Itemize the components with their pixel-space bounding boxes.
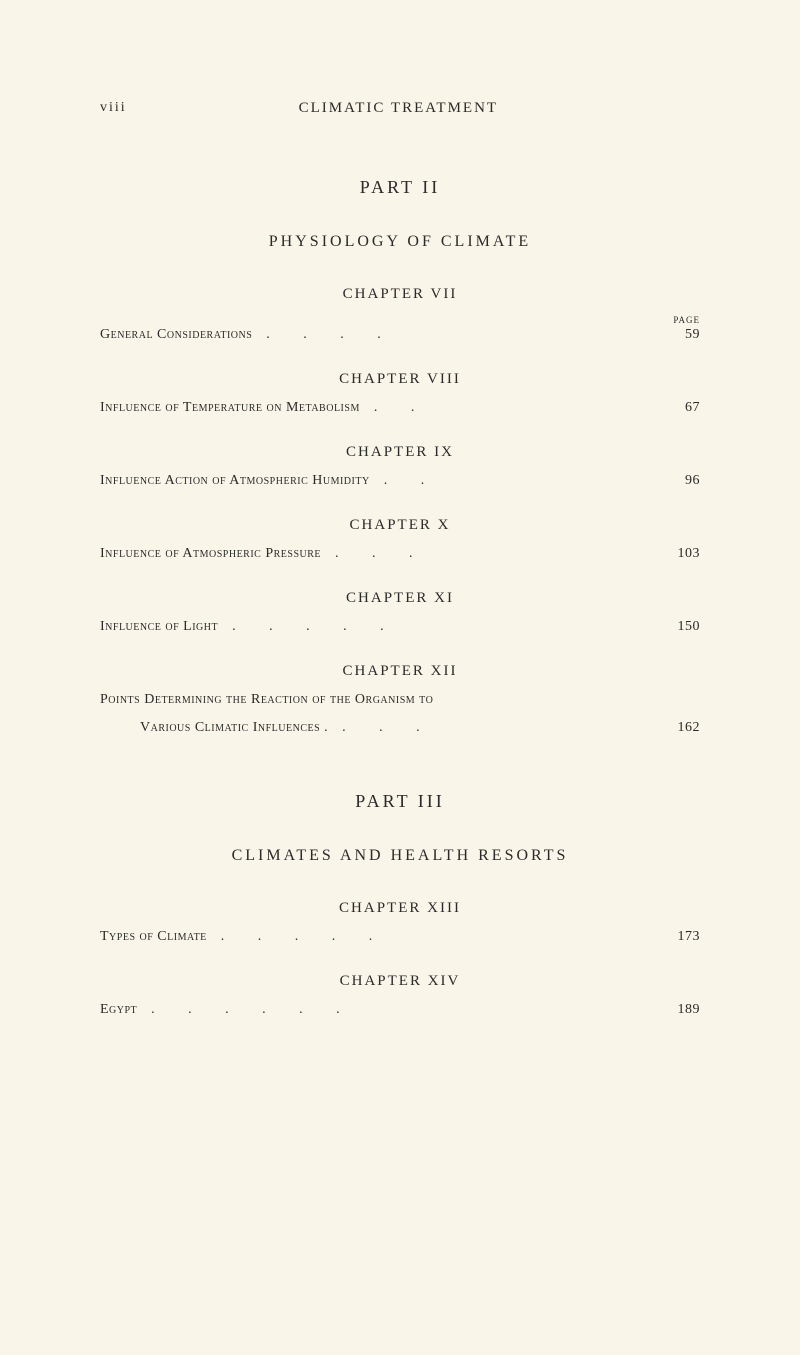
page-number-roman: viii <box>100 100 127 117</box>
leader-dots: . . . . . <box>221 929 388 944</box>
chapter-block: CHAPTER VII PAGE General Considerations … <box>100 286 700 343</box>
toc-entry-text: Influence of Temperature on Metabolism .… <box>100 400 650 416</box>
toc-entry: Egypt . . . . . . 189 <box>100 1002 700 1018</box>
toc-entry-text: Egypt . . . . . . <box>100 1002 650 1018</box>
part-title: PART III <box>100 791 700 812</box>
chapter-block: CHAPTER X Influence of Atmospheric Press… <box>100 517 700 562</box>
toc-entry-text: Influence Action of Atmospheric Humidity… <box>100 473 650 489</box>
leader-dots: . . . <box>342 720 435 735</box>
chapter-title: CHAPTER XIII <box>100 900 700 917</box>
chapter-title: CHAPTER XIV <box>100 973 700 990</box>
toc-entry: Influence of Light . . . . . 150 <box>100 619 700 635</box>
toc-entry: Various Climatic Influences . . . . 162 <box>100 720 700 736</box>
toc-entry-page: 67 <box>650 400 700 416</box>
toc-entry-text: Influence of Light . . . . . <box>100 619 650 635</box>
toc-entry-text: General Considerations . . . . <box>100 327 650 343</box>
toc-entry: Influence of Atmospheric Pressure . . . … <box>100 546 700 562</box>
chapter-block: CHAPTER XI Influence of Light . . . . . … <box>100 590 700 635</box>
page-column-label: PAGE <box>100 315 700 325</box>
toc-entry: Influence Action of Atmospheric Humidity… <box>100 473 700 489</box>
chapter-title: CHAPTER XII <box>100 663 700 680</box>
toc-entry-page: 150 <box>650 619 700 635</box>
leader-dots: . . <box>384 473 440 488</box>
chapter-title: CHAPTER VIII <box>100 371 700 388</box>
toc-entry-text-continuation: Various Climatic Influences . . . . <box>100 720 650 736</box>
chapter-title: CHAPTER X <box>100 517 700 534</box>
chapter-block: CHAPTER XII Points Determining the React… <box>100 663 700 736</box>
chapter-title: CHAPTER VII <box>100 286 700 303</box>
running-title: CLIMATIC TREATMENT <box>299 100 498 117</box>
leader-dots: . . <box>374 400 430 415</box>
toc-entry-page: 189 <box>650 1002 700 1018</box>
section-title: PHYSIOLOGY OF CLIMATE <box>100 233 700 251</box>
leader-dots: . . . <box>335 546 428 561</box>
chapter-block: CHAPTER XIV Egypt . . . . . . 189 <box>100 973 700 1018</box>
toc-entry-page: 162 <box>650 720 700 736</box>
toc-entry-page: 103 <box>650 546 700 562</box>
toc-entry-text: Types of Climate . . . . . <box>100 929 650 945</box>
part-block-2: PART II PHYSIOLOGY OF CLIMATE CHAPTER VI… <box>100 177 700 736</box>
toc-entry-page: 96 <box>650 473 700 489</box>
leader-dots: . . . . . <box>232 619 399 634</box>
toc-entry-page: 59 <box>650 327 700 343</box>
leader-dots: . . . . . . <box>151 1002 355 1017</box>
toc-entry: Influence of Temperature on Metabolism .… <box>100 400 700 416</box>
chapter-title: CHAPTER IX <box>100 444 700 461</box>
chapter-block: CHAPTER IX Influence Action of Atmospher… <box>100 444 700 489</box>
toc-entry: General Considerations . . . . 59 <box>100 327 700 343</box>
toc-entry: Points Determining the Reaction of the O… <box>100 692 700 708</box>
leader-dots: . . . . <box>266 327 396 342</box>
toc-entry-text: Points Determining the Reaction of the O… <box>100 692 650 708</box>
chapter-title: CHAPTER XI <box>100 590 700 607</box>
part-block-3: PART III CLIMATES AND HEALTH RESORTS CHA… <box>100 791 700 1018</box>
toc-entry-page: 173 <box>650 929 700 945</box>
page-header: viii CLIMATIC TREATMENT <box>100 100 700 117</box>
section-title: CLIMATES AND HEALTH RESORTS <box>100 847 700 865</box>
chapter-block: CHAPTER XIII Types of Climate . . . . . … <box>100 900 700 945</box>
part-title: PART II <box>100 177 700 198</box>
chapter-block: CHAPTER VIII Influence of Temperature on… <box>100 371 700 416</box>
header-spacer <box>670 100 700 117</box>
toc-entry: Types of Climate . . . . . 173 <box>100 929 700 945</box>
toc-entry-text: Influence of Atmospheric Pressure . . . <box>100 546 650 562</box>
